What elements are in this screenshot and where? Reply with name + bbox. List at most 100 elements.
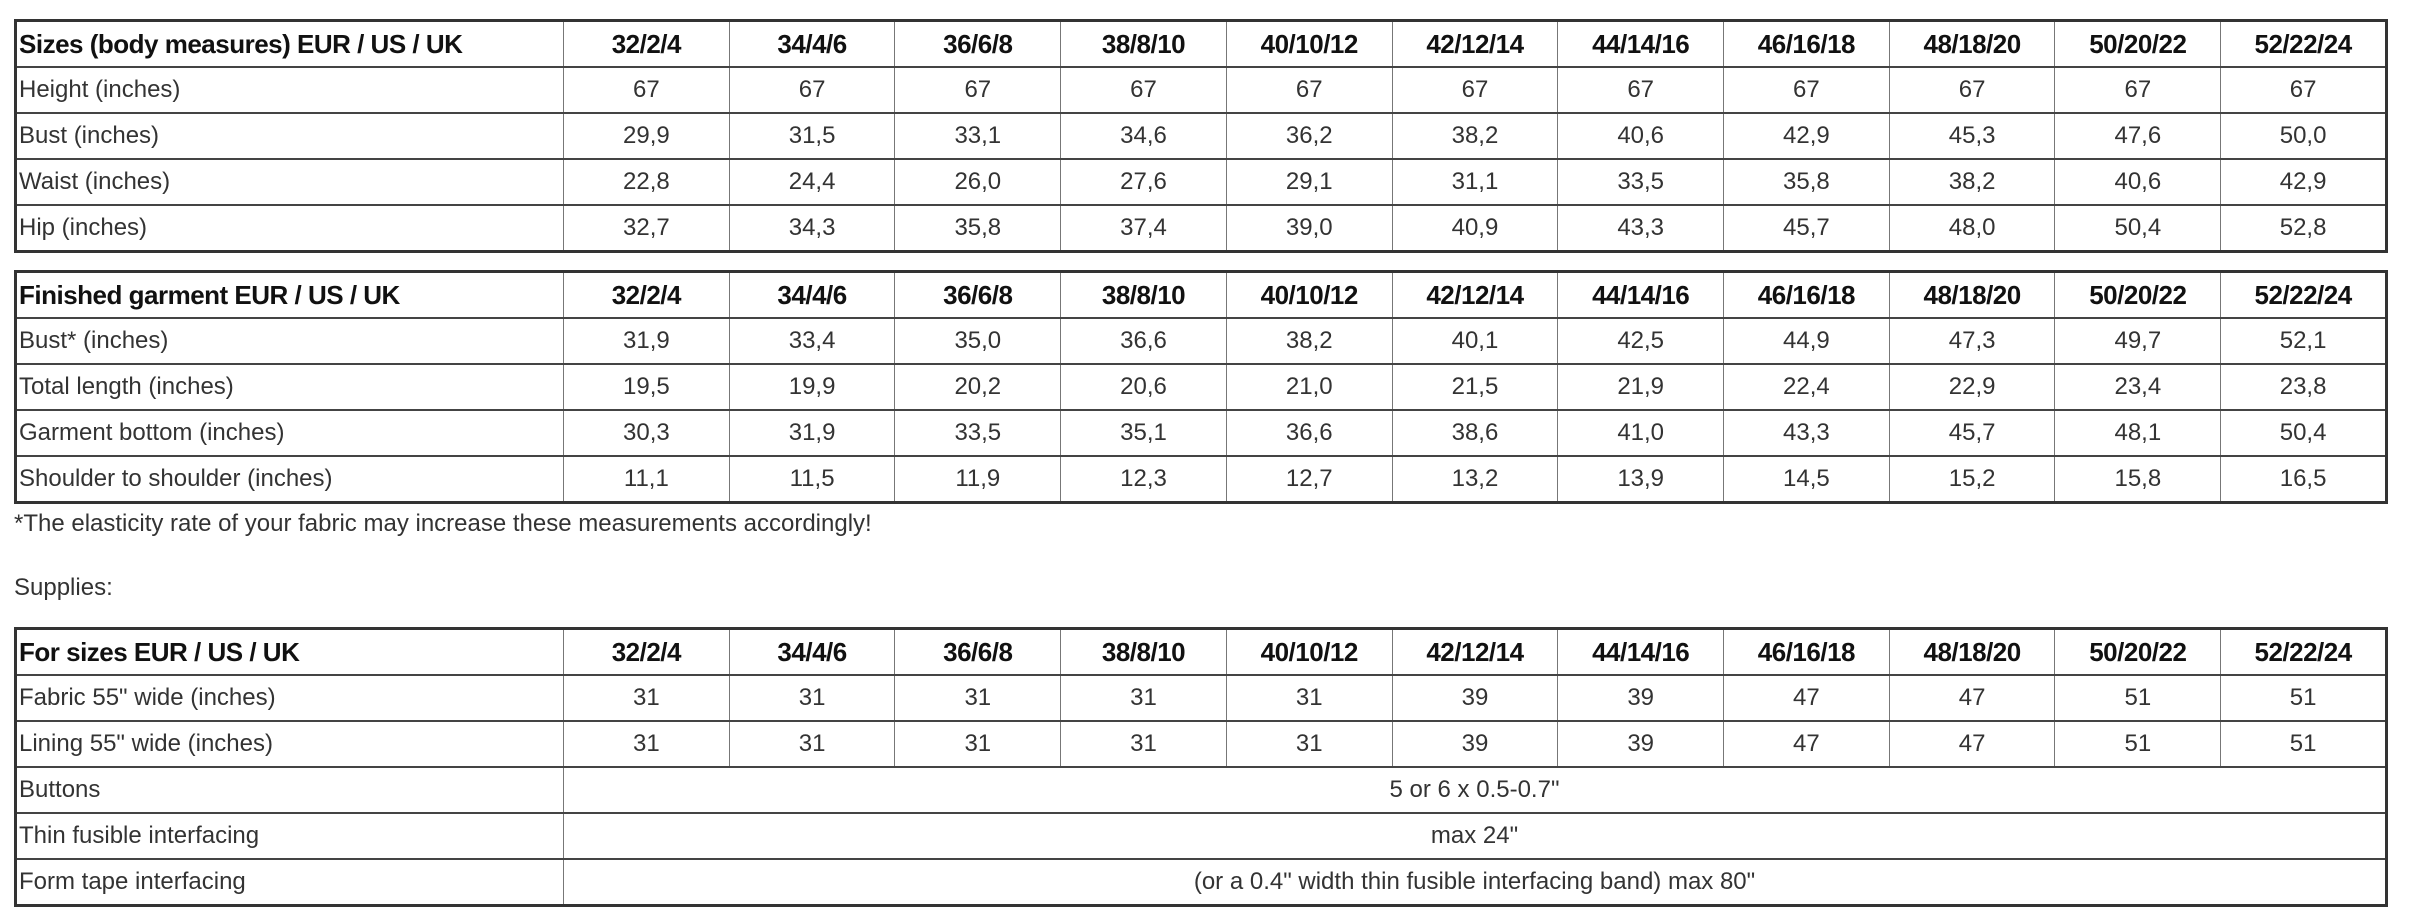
value-cell: 31 [728, 674, 896, 722]
table-row: Total length (inches) 19,5 19,9 20,2 20,6 21,… [15, 363, 2387, 411]
value-cell: 29,1 [1225, 158, 1393, 206]
table-row: Buttons 5 or 6 x 0.5-0.7" [15, 766, 2387, 814]
table-title: Finished garment EUR / US / UK [15, 270, 564, 319]
value-cell: 35,1 [1060, 409, 1227, 457]
size-header: 38/8/10 [1060, 270, 1227, 319]
size-header: 44/14/16 [1557, 627, 1725, 676]
row-label: Height (inches) [15, 66, 564, 114]
value-cell: 21,0 [1225, 363, 1393, 411]
row-label: Fabric 55" wide (inches) [15, 674, 564, 722]
size-header: 36/6/8 [894, 19, 1062, 68]
value-cell: 47 [1888, 674, 2056, 722]
value-cell: 22,8 [563, 158, 730, 206]
value-cell: 33,4 [728, 317, 896, 365]
value-cell: 67 [1225, 66, 1393, 114]
table-row: Fabric 55" wide (inches) 31 31 31 31 31 39 39 47… [15, 674, 2387, 722]
value-cell: 48,0 [1888, 204, 2056, 253]
value-cell: 39 [1557, 720, 1725, 768]
value-cell: 50,4 [2054, 204, 2222, 253]
header-row: Finished garment EUR / US / UK 32/2/4 34/4… [15, 270, 2387, 319]
value-cell: 15,2 [1888, 455, 2056, 504]
size-header: 32/2/4 [563, 627, 730, 676]
value-cell: 40,9 [1391, 204, 1559, 253]
size-header: 44/14/16 [1557, 270, 1725, 319]
row-label: Lining 55" wide (inches) [15, 720, 564, 768]
size-header: 50/20/22 [2054, 627, 2222, 676]
body-measures-table: Sizes (body measures) EUR / US / UK 32/2/… [14, 19, 2388, 253]
value-cell: 45,7 [1723, 204, 1890, 253]
value-cell: 34,3 [728, 204, 896, 253]
size-header: 42/12/14 [1391, 270, 1559, 319]
value-cell: 29,9 [563, 112, 730, 160]
supplies-heading: Supplies: [14, 574, 113, 601]
table-row: Height (inches) 67 67 67 67 67 67 67 67 67 67 67 [15, 66, 2387, 114]
value-cell: 14,5 [1723, 455, 1890, 504]
value-cell: 36,2 [1225, 112, 1393, 160]
value-cell: 31 [1225, 674, 1393, 722]
size-header: 50/20/22 [2054, 270, 2222, 319]
value-cell: 31 [563, 720, 730, 768]
value-cell: 13,9 [1557, 455, 1725, 504]
value-cell: 31,9 [728, 409, 896, 457]
value-cell: 21,9 [1557, 363, 1725, 411]
size-header: 32/2/4 [563, 270, 730, 319]
size-header: 46/16/18 [1723, 19, 1890, 68]
row-label: Waist (inches) [15, 158, 564, 206]
value-cell: 50,0 [2220, 112, 2387, 160]
value-cell: 24,4 [728, 158, 896, 206]
value-cell: 20,2 [894, 363, 1062, 411]
supplies-table: For sizes EUR / US / UK 32/2/4 34/4/6 36/6/… [14, 627, 2388, 907]
value-cell: 20,6 [1060, 363, 1227, 411]
table-row: Shoulder to shoulder (inches) 11,1 11,5 11,… [15, 455, 2387, 504]
value-cell: 27,6 [1060, 158, 1227, 206]
table-title: For sizes EUR / US / UK [15, 627, 564, 676]
value-cell: 38,2 [1391, 112, 1559, 160]
value-cell: 48,1 [2054, 409, 2222, 457]
size-header: 38/8/10 [1060, 19, 1227, 68]
size-header: 52/22/24 [2220, 19, 2387, 68]
value-cell: 45,7 [1888, 409, 2056, 457]
table-row: Garment bottom (inches) 30,3 31,9 33,5 35,1 3… [15, 409, 2387, 457]
value-cell: 12,3 [1060, 455, 1227, 504]
table-row: Thin fusible interfacing max 24" [15, 812, 2387, 860]
row-label: Total length (inches) [15, 363, 564, 411]
size-header: 38/8/10 [1060, 627, 1227, 676]
value-cell: 11,9 [894, 455, 1062, 504]
value-cell: 12,7 [1225, 455, 1393, 504]
value-cell: 67 [1391, 66, 1559, 114]
value-cell: 49,7 [2054, 317, 2222, 365]
value-cell: 31,9 [563, 317, 730, 365]
value-cell: 47 [1888, 720, 2056, 768]
value-cell: 31 [1060, 674, 1227, 722]
elasticity-footnote: *The elasticity rate of your fabric may … [14, 510, 872, 537]
value-cell: 16,5 [2220, 455, 2387, 504]
finished-garment-table: Finished garment EUR / US / UK 32/2/4 34/4… [14, 270, 2388, 504]
value-cell: 19,5 [563, 363, 730, 411]
value-cell: 13,2 [1391, 455, 1559, 504]
value-cell: 47 [1723, 720, 1890, 768]
row-label: Hip (inches) [15, 204, 564, 253]
value-cell: 31,1 [1391, 158, 1559, 206]
value-cell: 31 [894, 720, 1062, 768]
value-cell: 31,5 [728, 112, 896, 160]
value-cell: 47 [1723, 674, 1890, 722]
value-cell: 35,8 [894, 204, 1062, 253]
value-cell: 31 [1225, 720, 1393, 768]
row-label: Bust (inches) [15, 112, 564, 160]
size-header: 44/14/16 [1557, 19, 1725, 68]
header-row: For sizes EUR / US / UK 32/2/4 34/4/6 36/6/… [15, 627, 2387, 676]
value-cell: 43,3 [1557, 204, 1725, 253]
value-cell: 52,1 [2220, 317, 2387, 365]
value-cell: 35,8 [1723, 158, 1890, 206]
value-cell: 67 [563, 66, 730, 114]
value-cell: 11,5 [728, 455, 896, 504]
value-cell: 23,4 [2054, 363, 2222, 411]
table-row: Form tape interfacing (or a 0.4" width th… [15, 858, 2387, 907]
value-cell: 40,1 [1391, 317, 1559, 365]
table-row: Bust* (inches) 31,9 33,4 35,0 36,6 38,2 40,1 42… [15, 317, 2387, 365]
value-cell: 51 [2220, 720, 2387, 768]
table-row: Lining 55" wide (inches) 31 31 31 31 31 39 39 47… [15, 720, 2387, 768]
value-cell: 38,2 [1225, 317, 1393, 365]
value-cell: 67 [894, 66, 1062, 114]
size-header: 40/10/12 [1225, 19, 1393, 68]
